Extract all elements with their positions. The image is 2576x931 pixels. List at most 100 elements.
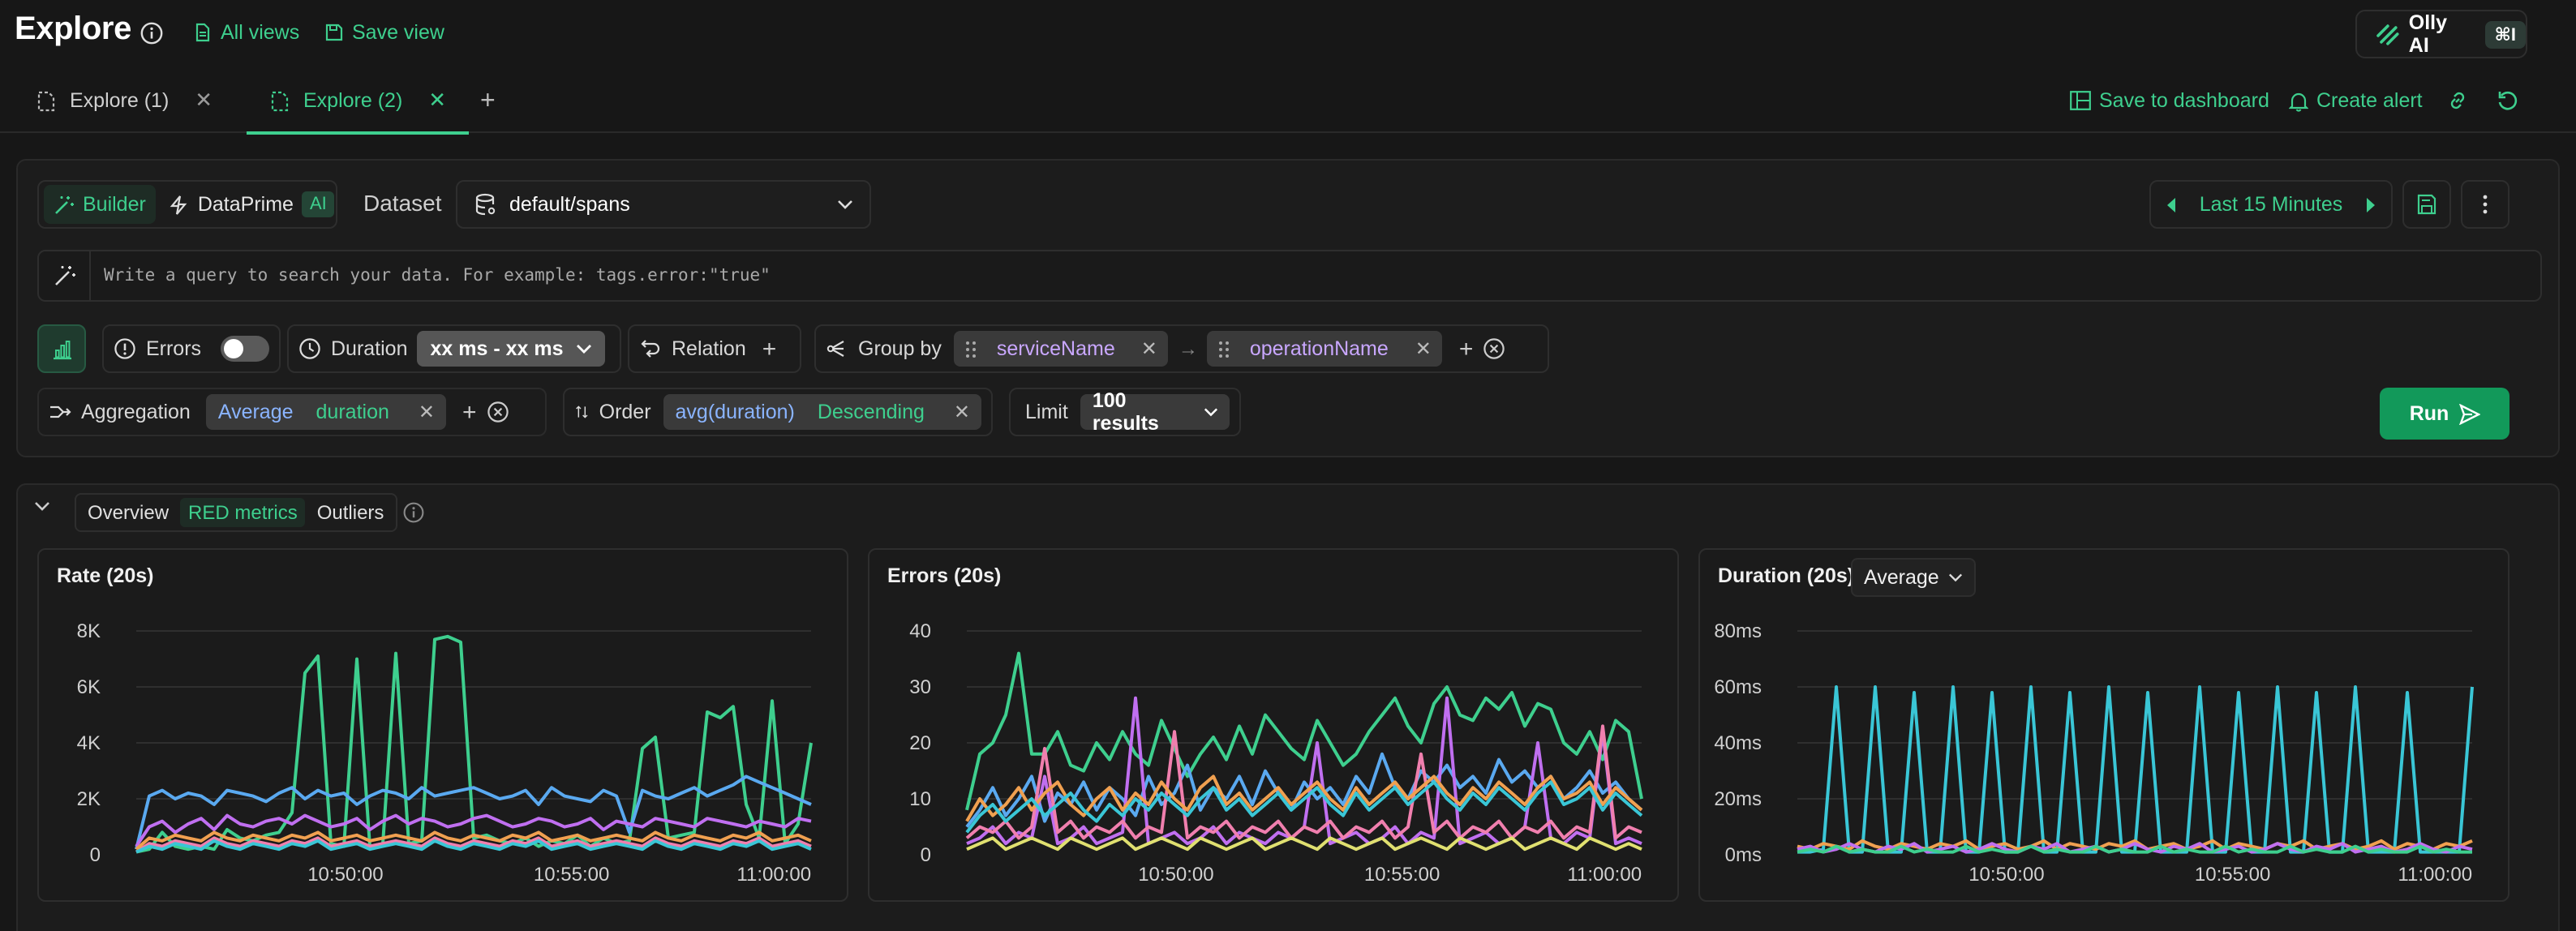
tab-explore-2[interactable]: Explore (2) ✕	[247, 68, 470, 135]
reset-icon[interactable]	[2497, 89, 2519, 112]
query-input[interactable]	[104, 251, 2521, 300]
series-line	[1797, 844, 2472, 854]
olly-logo-icon	[2376, 24, 2399, 45]
tab-label: Explore (1)	[70, 89, 170, 112]
chevron-right-icon[interactable]	[2365, 197, 2376, 212]
y-tick-label: 40ms	[1714, 732, 1762, 754]
y-tick-label: 0	[90, 844, 101, 866]
save-view-label: Save view	[352, 21, 444, 44]
link-icon[interactable]	[2446, 89, 2469, 112]
results-tabs: Overview RED metrics Outliers	[75, 493, 397, 532]
close-icon[interactable]: ✕	[195, 88, 213, 112]
y-tick-label: 8K	[77, 620, 101, 642]
saved-queries-icon	[2417, 194, 2436, 215]
create-alert-button[interactable]: Create alert	[2289, 89, 2423, 112]
group-by-chip-operationname[interactable]: operationName ✕	[1207, 331, 1443, 367]
all-views-label: All views	[221, 21, 300, 44]
duration-aggregation-select[interactable]: Average	[1851, 558, 1977, 597]
y-tick-label: 6K	[77, 676, 101, 698]
errors-label: Errors	[145, 337, 202, 360]
add-icon[interactable]: +	[462, 398, 477, 426]
explore-tab-icon	[271, 90, 289, 111]
x-tick-label: 10:50:00	[307, 864, 383, 886]
duration-label: Duration	[331, 337, 408, 360]
drag-handle-icon[interactable]	[1219, 340, 1230, 358]
tab-explore-1[interactable]: Explore (1) ✕	[36, 68, 213, 133]
run-label: Run	[2409, 402, 2449, 425]
tab-red-metrics[interactable]: RED metrics	[180, 498, 306, 527]
tab-bar: Explore (1) ✕ Explore (2) ✕	[0, 68, 2576, 135]
add-icon[interactable]: +	[1458, 335, 1474, 363]
chart-title: Errors (20s)	[887, 564, 1002, 587]
saved-queries-button[interactable]	[2402, 180, 2451, 229]
dataprime-label: DataPrime	[197, 193, 294, 216]
save-icon	[325, 24, 343, 41]
more-options-button[interactable]	[2461, 180, 2509, 229]
close-icon[interactable]: ✕	[428, 88, 447, 112]
close-icon[interactable]: ✕	[1415, 337, 1432, 360]
x-tick-label: 11:00:00	[2398, 864, 2472, 886]
chevron-down-icon	[1204, 408, 1218, 417]
chart-title: Rate (20s)	[57, 564, 154, 587]
save-view-link[interactable]: Save view	[324, 21, 444, 44]
duration-range-select[interactable]: xx ms - xx ms	[417, 331, 606, 367]
y-tick-label: 4K	[77, 732, 101, 754]
errors-filter: Errors	[102, 324, 281, 373]
save-to-dashboard-button[interactable]: Save to dashboard	[2070, 89, 2269, 112]
y-tick-label: 2K	[77, 788, 101, 810]
errors-chart-card: Errors (20s) 40 30 20 10 0 10:50:00 10:55:00 11…	[868, 548, 1679, 902]
builder-mode-button[interactable]: Builder	[44, 185, 156, 224]
olly-ai-button[interactable]: Olly AI ⌘I	[2355, 10, 2527, 58]
database-icon	[475, 193, 496, 216]
aggregation-chip[interactable]: Average duration ✕	[206, 394, 447, 430]
group-by-chip-servicename[interactable]: serviceName ✕	[954, 331, 1169, 367]
y-tick-label: 30	[909, 676, 931, 698]
aggregation-field: duration	[316, 401, 389, 423]
clear-icon[interactable]	[487, 401, 509, 423]
series-line	[965, 780, 1643, 834]
aggregation-filter: Aggregation Average duration ✕ +	[37, 388, 547, 436]
x-tick-label: 10:55:00	[534, 864, 609, 886]
header: Explore All views Save view Olly AI ⌘I	[0, 0, 2576, 68]
dataprime-mode-button[interactable]: DataPrime AI	[159, 185, 345, 224]
close-icon[interactable]: ✕	[953, 401, 970, 423]
limit-select[interactable]: 100 results	[1080, 389, 1230, 435]
document-icon	[195, 23, 210, 42]
series-line	[135, 839, 812, 854]
chart-view-toggle[interactable]	[37, 324, 86, 373]
errors-toggle[interactable]	[221, 336, 269, 362]
all-views-link[interactable]: All views	[193, 21, 299, 44]
clear-icon[interactable]	[1483, 337, 1505, 360]
dataset-select[interactable]: default/spans	[456, 180, 871, 229]
relation-filter[interactable]: Relation +	[628, 324, 801, 373]
limit-value: 100 results	[1092, 389, 1159, 435]
bar-chart-icon	[53, 340, 71, 359]
order-chip[interactable]: avg(duration) Descending ✕	[663, 394, 981, 430]
x-tick-label: 11:00:00	[1567, 864, 1642, 886]
tab-overview[interactable]: Overview	[88, 501, 170, 524]
rate-chart: 8K 6K 4K 2K 0 10:50:00 10:55:00 11:00:00	[77, 620, 813, 886]
info-icon[interactable]	[140, 21, 165, 47]
close-icon[interactable]: ✕	[418, 401, 436, 423]
collapse-chevron-icon[interactable]	[34, 501, 50, 511]
add-tab-icon[interactable]: +	[480, 88, 496, 115]
limit-filter: Limit 100 results	[1009, 388, 1241, 436]
add-icon[interactable]: +	[762, 335, 777, 363]
info-icon[interactable]	[402, 501, 425, 524]
time-range-picker[interactable]: Last 15 Minutes	[2149, 180, 2393, 229]
tab-outliers[interactable]: Outliers	[316, 501, 384, 524]
order-label: Order	[599, 401, 651, 423]
query-panel: Builder DataPrime AI Dataset default/spa…	[16, 159, 2560, 457]
y-tick-label: 60ms	[1714, 676, 1762, 698]
close-icon[interactable]: ✕	[1140, 337, 1157, 360]
group-by-filter: Group by serviceName ✕ → operationName ✕…	[814, 324, 1549, 373]
drag-handle-icon[interactable]	[966, 340, 977, 358]
aggregation-func: Average	[217, 401, 294, 423]
order-field: avg(duration)	[675, 401, 795, 423]
chevron-left-icon[interactable]	[2166, 197, 2177, 212]
run-button[interactable]: Run	[2380, 388, 2509, 440]
ai-query-icon[interactable]	[39, 251, 91, 300]
dataprime-icon	[170, 195, 187, 214]
duration-chart: 80ms 60ms 40ms 20ms 0ms 10:50:00 10:55:00 11:00…	[1714, 620, 2474, 886]
x-tick-label: 10:55:00	[1364, 864, 1440, 886]
